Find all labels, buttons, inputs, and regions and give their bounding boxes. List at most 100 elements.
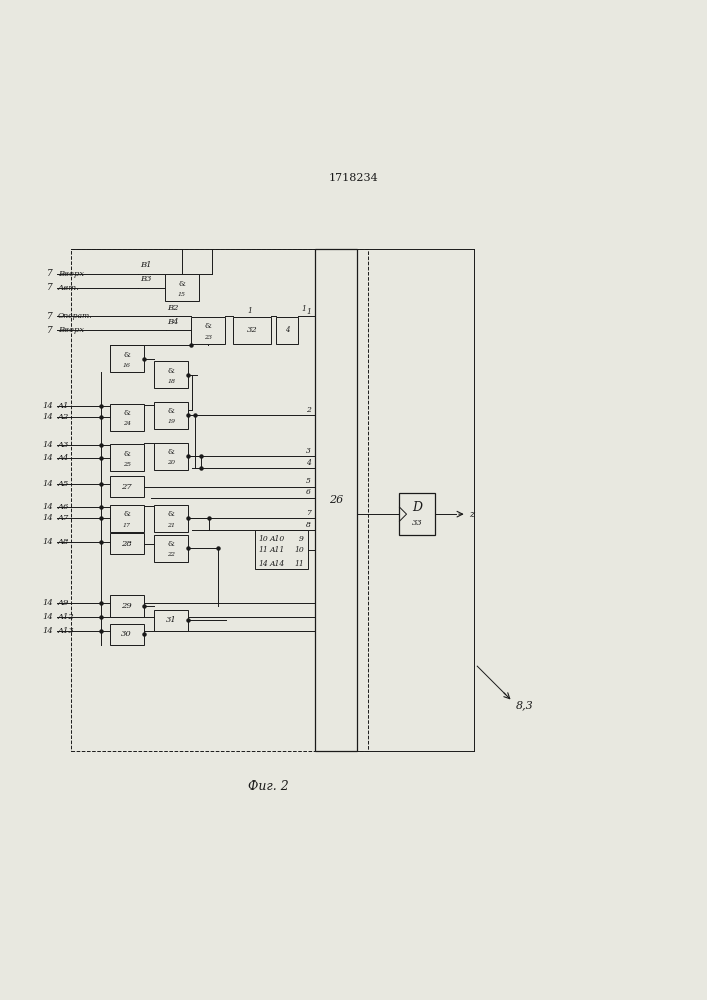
Text: z: z (469, 510, 474, 519)
Text: &: & (123, 351, 130, 359)
Text: 7: 7 (47, 312, 53, 321)
Text: 5: 5 (306, 477, 311, 485)
Bar (154, 443, 188, 470)
Text: 25: 25 (122, 462, 131, 467)
Text: 30: 30 (121, 630, 132, 638)
Bar (315, 249, 357, 751)
Bar (154, 505, 188, 532)
Text: 14: 14 (42, 454, 53, 462)
Text: 14: 14 (258, 560, 268, 568)
Bar (110, 404, 144, 431)
Bar (154, 361, 188, 388)
Text: 15: 15 (177, 292, 186, 297)
Text: A11: A11 (270, 546, 286, 554)
Text: 33: 33 (411, 519, 423, 527)
Text: 14: 14 (42, 613, 53, 621)
Text: Операт.: Операт. (58, 312, 93, 320)
Text: 7: 7 (47, 326, 53, 335)
Text: A9: A9 (58, 599, 69, 607)
Bar (110, 595, 144, 617)
Bar (154, 610, 188, 631)
Text: Вверх: Вверх (58, 270, 84, 278)
Text: 11: 11 (258, 546, 268, 554)
Text: Вверх: Вверх (58, 326, 84, 334)
Text: 32: 32 (247, 326, 257, 334)
Text: A7: A7 (58, 514, 69, 522)
Text: 3: 3 (306, 447, 311, 455)
Text: &: & (123, 409, 130, 417)
Text: 14: 14 (42, 503, 53, 511)
Text: &: & (123, 450, 130, 458)
Text: 26: 26 (329, 495, 343, 505)
Text: A4: A4 (58, 454, 69, 462)
Text: 8: 8 (306, 521, 311, 529)
Text: &: & (168, 510, 175, 518)
Text: &: & (168, 540, 175, 548)
Bar (110, 533, 144, 554)
Text: 9: 9 (299, 535, 304, 543)
Text: 10: 10 (294, 546, 304, 554)
Bar (399, 493, 435, 535)
Bar (110, 444, 144, 471)
Text: 27: 27 (121, 483, 132, 491)
Text: 1718234: 1718234 (329, 173, 378, 183)
Text: &: & (123, 510, 130, 518)
Text: 14: 14 (42, 480, 53, 488)
Text: A5: A5 (58, 480, 69, 488)
Text: 6: 6 (306, 488, 311, 496)
Text: B1: B1 (140, 261, 151, 269)
Text: 14: 14 (42, 413, 53, 421)
Text: B3: B3 (140, 275, 151, 283)
Bar (276, 317, 298, 344)
Text: 28: 28 (121, 540, 132, 548)
Text: 2: 2 (306, 406, 311, 414)
Bar (110, 624, 144, 645)
Text: D: D (412, 501, 422, 514)
Text: A3: A3 (58, 441, 69, 449)
Text: 10: 10 (258, 535, 268, 543)
Text: 23: 23 (204, 335, 212, 340)
Text: 17: 17 (122, 523, 131, 528)
Text: 14: 14 (42, 627, 53, 635)
Text: 21: 21 (167, 523, 175, 528)
Text: 1: 1 (248, 307, 252, 315)
Text: &: & (178, 280, 185, 288)
Text: 14: 14 (42, 402, 53, 410)
Bar (110, 476, 144, 497)
Text: Авт.: Авт. (58, 284, 80, 292)
Bar (110, 505, 144, 532)
Text: A14: A14 (270, 560, 286, 568)
Text: 1: 1 (306, 308, 311, 316)
Text: 14: 14 (42, 514, 53, 522)
Text: B2: B2 (168, 304, 179, 312)
Text: 20: 20 (167, 460, 175, 465)
Text: 18: 18 (167, 379, 175, 384)
Text: 11: 11 (294, 560, 304, 568)
Text: 31: 31 (165, 616, 177, 624)
Text: A12: A12 (58, 613, 75, 621)
Bar (71, 249, 368, 751)
Bar (191, 317, 225, 344)
Text: &: & (204, 322, 211, 330)
Text: 14: 14 (42, 441, 53, 449)
Text: 24: 24 (122, 421, 131, 426)
Text: A10: A10 (270, 535, 286, 543)
Text: A8: A8 (58, 538, 69, 546)
Text: A6: A6 (58, 503, 69, 511)
Text: 14: 14 (42, 538, 53, 546)
Text: 8,3: 8,3 (516, 700, 534, 710)
Text: 16: 16 (122, 363, 131, 368)
Text: A1: A1 (58, 402, 69, 410)
Bar (233, 317, 271, 344)
Text: 29: 29 (121, 602, 132, 610)
Text: &: & (168, 448, 175, 456)
Bar (154, 402, 188, 429)
Text: B4: B4 (168, 318, 179, 326)
Text: 1: 1 (301, 305, 306, 313)
Text: 7: 7 (47, 269, 53, 278)
Text: 14: 14 (42, 599, 53, 607)
Bar (255, 530, 308, 569)
Text: 22: 22 (167, 552, 175, 557)
Text: 4: 4 (285, 326, 289, 334)
Text: 4: 4 (306, 459, 311, 467)
